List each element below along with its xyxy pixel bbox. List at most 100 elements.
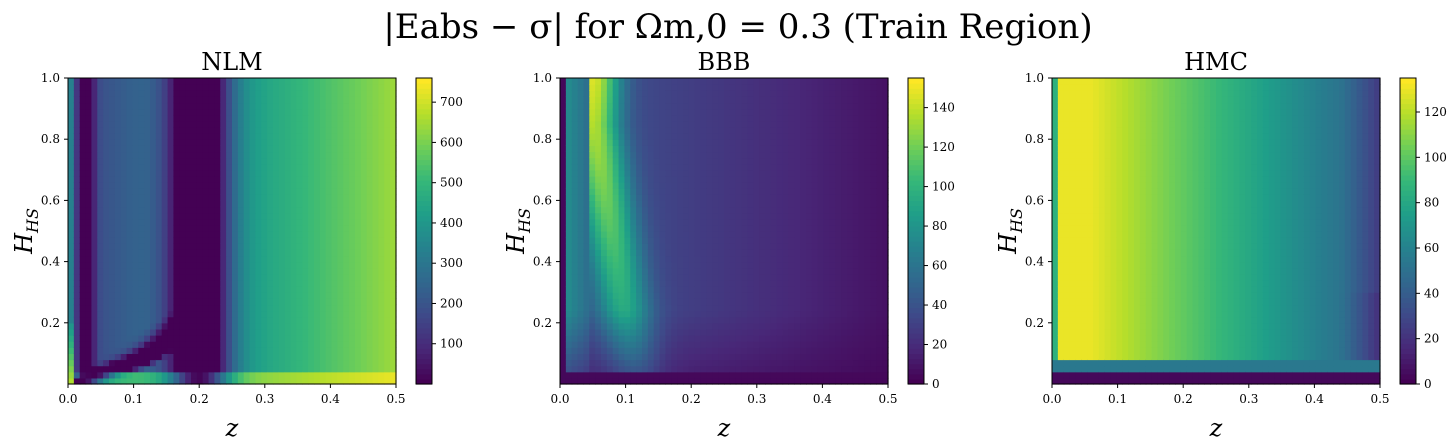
heatmap-cell — [560, 78, 567, 85]
heatmap-cell — [337, 279, 344, 287]
heatmap-cell — [267, 359, 274, 367]
heatmap-cell — [577, 139, 585, 146]
heatmap-cell — [595, 365, 602, 373]
heatmap-cell — [577, 261, 585, 269]
heatmap-cell — [73, 145, 81, 153]
heatmap-cell — [126, 206, 134, 214]
heatmap-cell — [735, 102, 743, 110]
heatmap-cell — [624, 90, 631, 97]
heatmap-cell — [601, 102, 608, 110]
heatmap-cell — [79, 347, 87, 354]
heatmap-cell — [665, 371, 672, 379]
heatmap-cell — [273, 249, 280, 257]
heatmap-cell — [179, 371, 186, 379]
heatmap-cell — [249, 255, 257, 263]
heatmap-cell — [642, 304, 649, 312]
heatmap-cell — [214, 145, 221, 153]
heatmap-cell — [331, 365, 339, 373]
heatmap-cell — [161, 96, 169, 104]
heatmap-cell — [261, 224, 268, 232]
heatmap-cell — [765, 328, 772, 336]
heatmap-cell — [794, 310, 801, 318]
heatmap-cell — [390, 273, 397, 281]
heatmap-cell — [636, 120, 643, 128]
heatmap-cell — [741, 126, 749, 134]
heatmap-cell — [167, 261, 175, 269]
heatmap-cell — [261, 261, 268, 269]
heatmap-cell — [706, 96, 713, 104]
heatmap-cell — [79, 200, 87, 208]
heatmap-cell — [97, 133, 104, 140]
heatmap-cell — [73, 114, 81, 122]
heatmap-cell — [770, 188, 778, 195]
heatmap-cell — [753, 353, 760, 361]
heatmap-cell — [126, 279, 134, 287]
heatmap-cell — [208, 96, 216, 104]
heatmap-cell — [770, 120, 778, 128]
heatmap-cell — [243, 292, 251, 299]
heatmap-cell — [173, 206, 180, 214]
heatmap-cell — [606, 120, 614, 128]
heatmap-cell — [360, 163, 368, 171]
heatmap-cell — [237, 175, 245, 183]
heatmap-cell — [612, 286, 620, 293]
heatmap-cell — [677, 224, 684, 232]
heatmap-cell — [296, 120, 303, 128]
heatmap-cell — [214, 126, 221, 134]
heatmap-cell — [79, 365, 87, 373]
heatmap-cell — [636, 224, 643, 232]
heatmap-cell — [349, 90, 356, 97]
heatmap-cell — [630, 310, 637, 318]
heatmap-cell — [290, 279, 298, 287]
heatmap-cell — [366, 261, 374, 269]
heatmap-cell — [126, 182, 134, 189]
heatmap-cell — [700, 90, 708, 97]
heatmap-cell — [618, 151, 626, 159]
heatmap-cell — [741, 206, 749, 214]
heatmap-cell — [665, 341, 672, 348]
heatmap-cell — [349, 194, 356, 201]
heatmap-cell — [91, 261, 98, 269]
heatmap-cell — [360, 243, 368, 250]
heatmap-cell — [161, 145, 169, 153]
heatmap-cell — [776, 224, 784, 232]
heatmap-cell — [232, 78, 239, 85]
heatmap-cell — [601, 298, 608, 306]
heatmap-cell — [642, 151, 649, 159]
heatmap-cell — [601, 377, 608, 385]
heatmap-cell — [606, 151, 614, 159]
heatmap-cell — [612, 200, 620, 208]
heatmap-cell — [196, 224, 204, 232]
heatmap-cell — [724, 169, 731, 177]
heatmap-cell — [788, 237, 795, 244]
heatmap-cell — [618, 114, 626, 122]
heatmap-cell — [325, 157, 333, 165]
heatmap-cell — [729, 237, 737, 244]
heatmap-cell — [384, 292, 391, 299]
heatmap-cell — [729, 335, 737, 342]
heatmap-cell — [97, 182, 104, 189]
heatmap-cell — [144, 175, 151, 183]
heatmap-cell — [144, 102, 151, 110]
heatmap-cell — [665, 335, 672, 342]
heatmap-cell — [261, 102, 268, 110]
heatmap-cell — [261, 298, 268, 306]
heatmap-cell — [308, 335, 315, 342]
heatmap-cell — [226, 120, 233, 128]
heatmap-cell — [331, 261, 339, 269]
heatmap-cell — [366, 347, 374, 354]
heatmap-cell — [343, 188, 350, 195]
heatmap-cell — [700, 120, 708, 128]
heatmap-cell — [706, 328, 713, 336]
heatmap-cell — [753, 298, 760, 306]
heatmap-cell — [700, 316, 708, 324]
heatmap-cell — [144, 218, 151, 226]
heatmap-cell — [167, 108, 175, 116]
heatmap-cell — [712, 365, 719, 373]
colorbar-step — [416, 271, 432, 278]
heatmap-cell — [765, 206, 772, 214]
axes-frame — [67, 77, 397, 385]
heatmap-cell — [349, 279, 356, 287]
heatmap-cell — [290, 298, 298, 306]
colorbar-step — [416, 338, 432, 344]
